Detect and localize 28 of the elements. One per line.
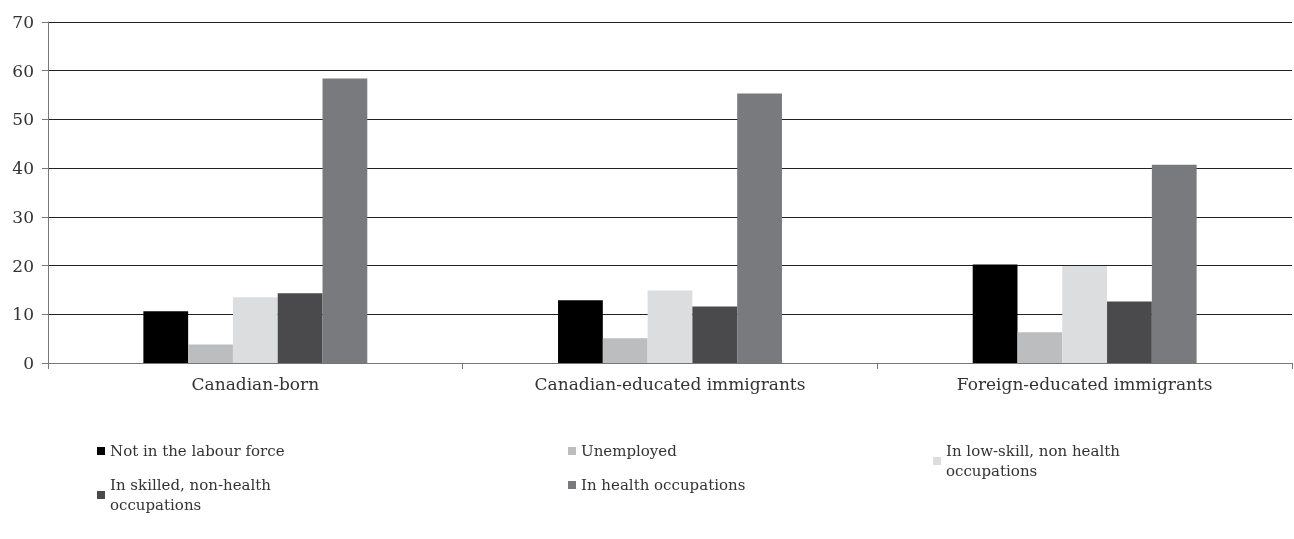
bar xyxy=(277,293,323,363)
bar xyxy=(1017,332,1063,363)
legend-label: In health occupations xyxy=(581,476,746,494)
y-tick-label: 60 xyxy=(12,60,34,81)
x-tick-label: Canadian-born xyxy=(191,373,320,394)
bar xyxy=(1107,301,1152,363)
bar xyxy=(558,300,603,363)
y-tick-label: 30 xyxy=(12,206,34,227)
bar xyxy=(602,338,648,363)
y-tick-label: 0 xyxy=(23,353,34,373)
legend-label: Not in the labour force xyxy=(110,442,285,460)
bar xyxy=(692,306,738,363)
bar xyxy=(1062,266,1108,363)
y-tick-label: 70 xyxy=(12,12,34,32)
x-tick-label: Foreign-educated immigrants xyxy=(956,373,1213,394)
legend-label: In low-skill, non health occupations xyxy=(946,442,1125,480)
x-tick-label: Canadian-educated immigrants xyxy=(534,373,806,394)
bar xyxy=(647,290,693,363)
bar xyxy=(143,311,189,363)
y-tick-label: 10 xyxy=(12,304,34,325)
legend-label: Unemployed xyxy=(581,442,678,460)
bar xyxy=(188,344,233,363)
y-tick-label: 40 xyxy=(12,158,34,179)
y-tick-label: 20 xyxy=(12,255,34,276)
legend-label: In skilled, non-health occupations xyxy=(110,476,276,514)
bar xyxy=(972,264,1018,363)
y-tick-label: 50 xyxy=(12,109,34,130)
bar xyxy=(232,297,278,363)
